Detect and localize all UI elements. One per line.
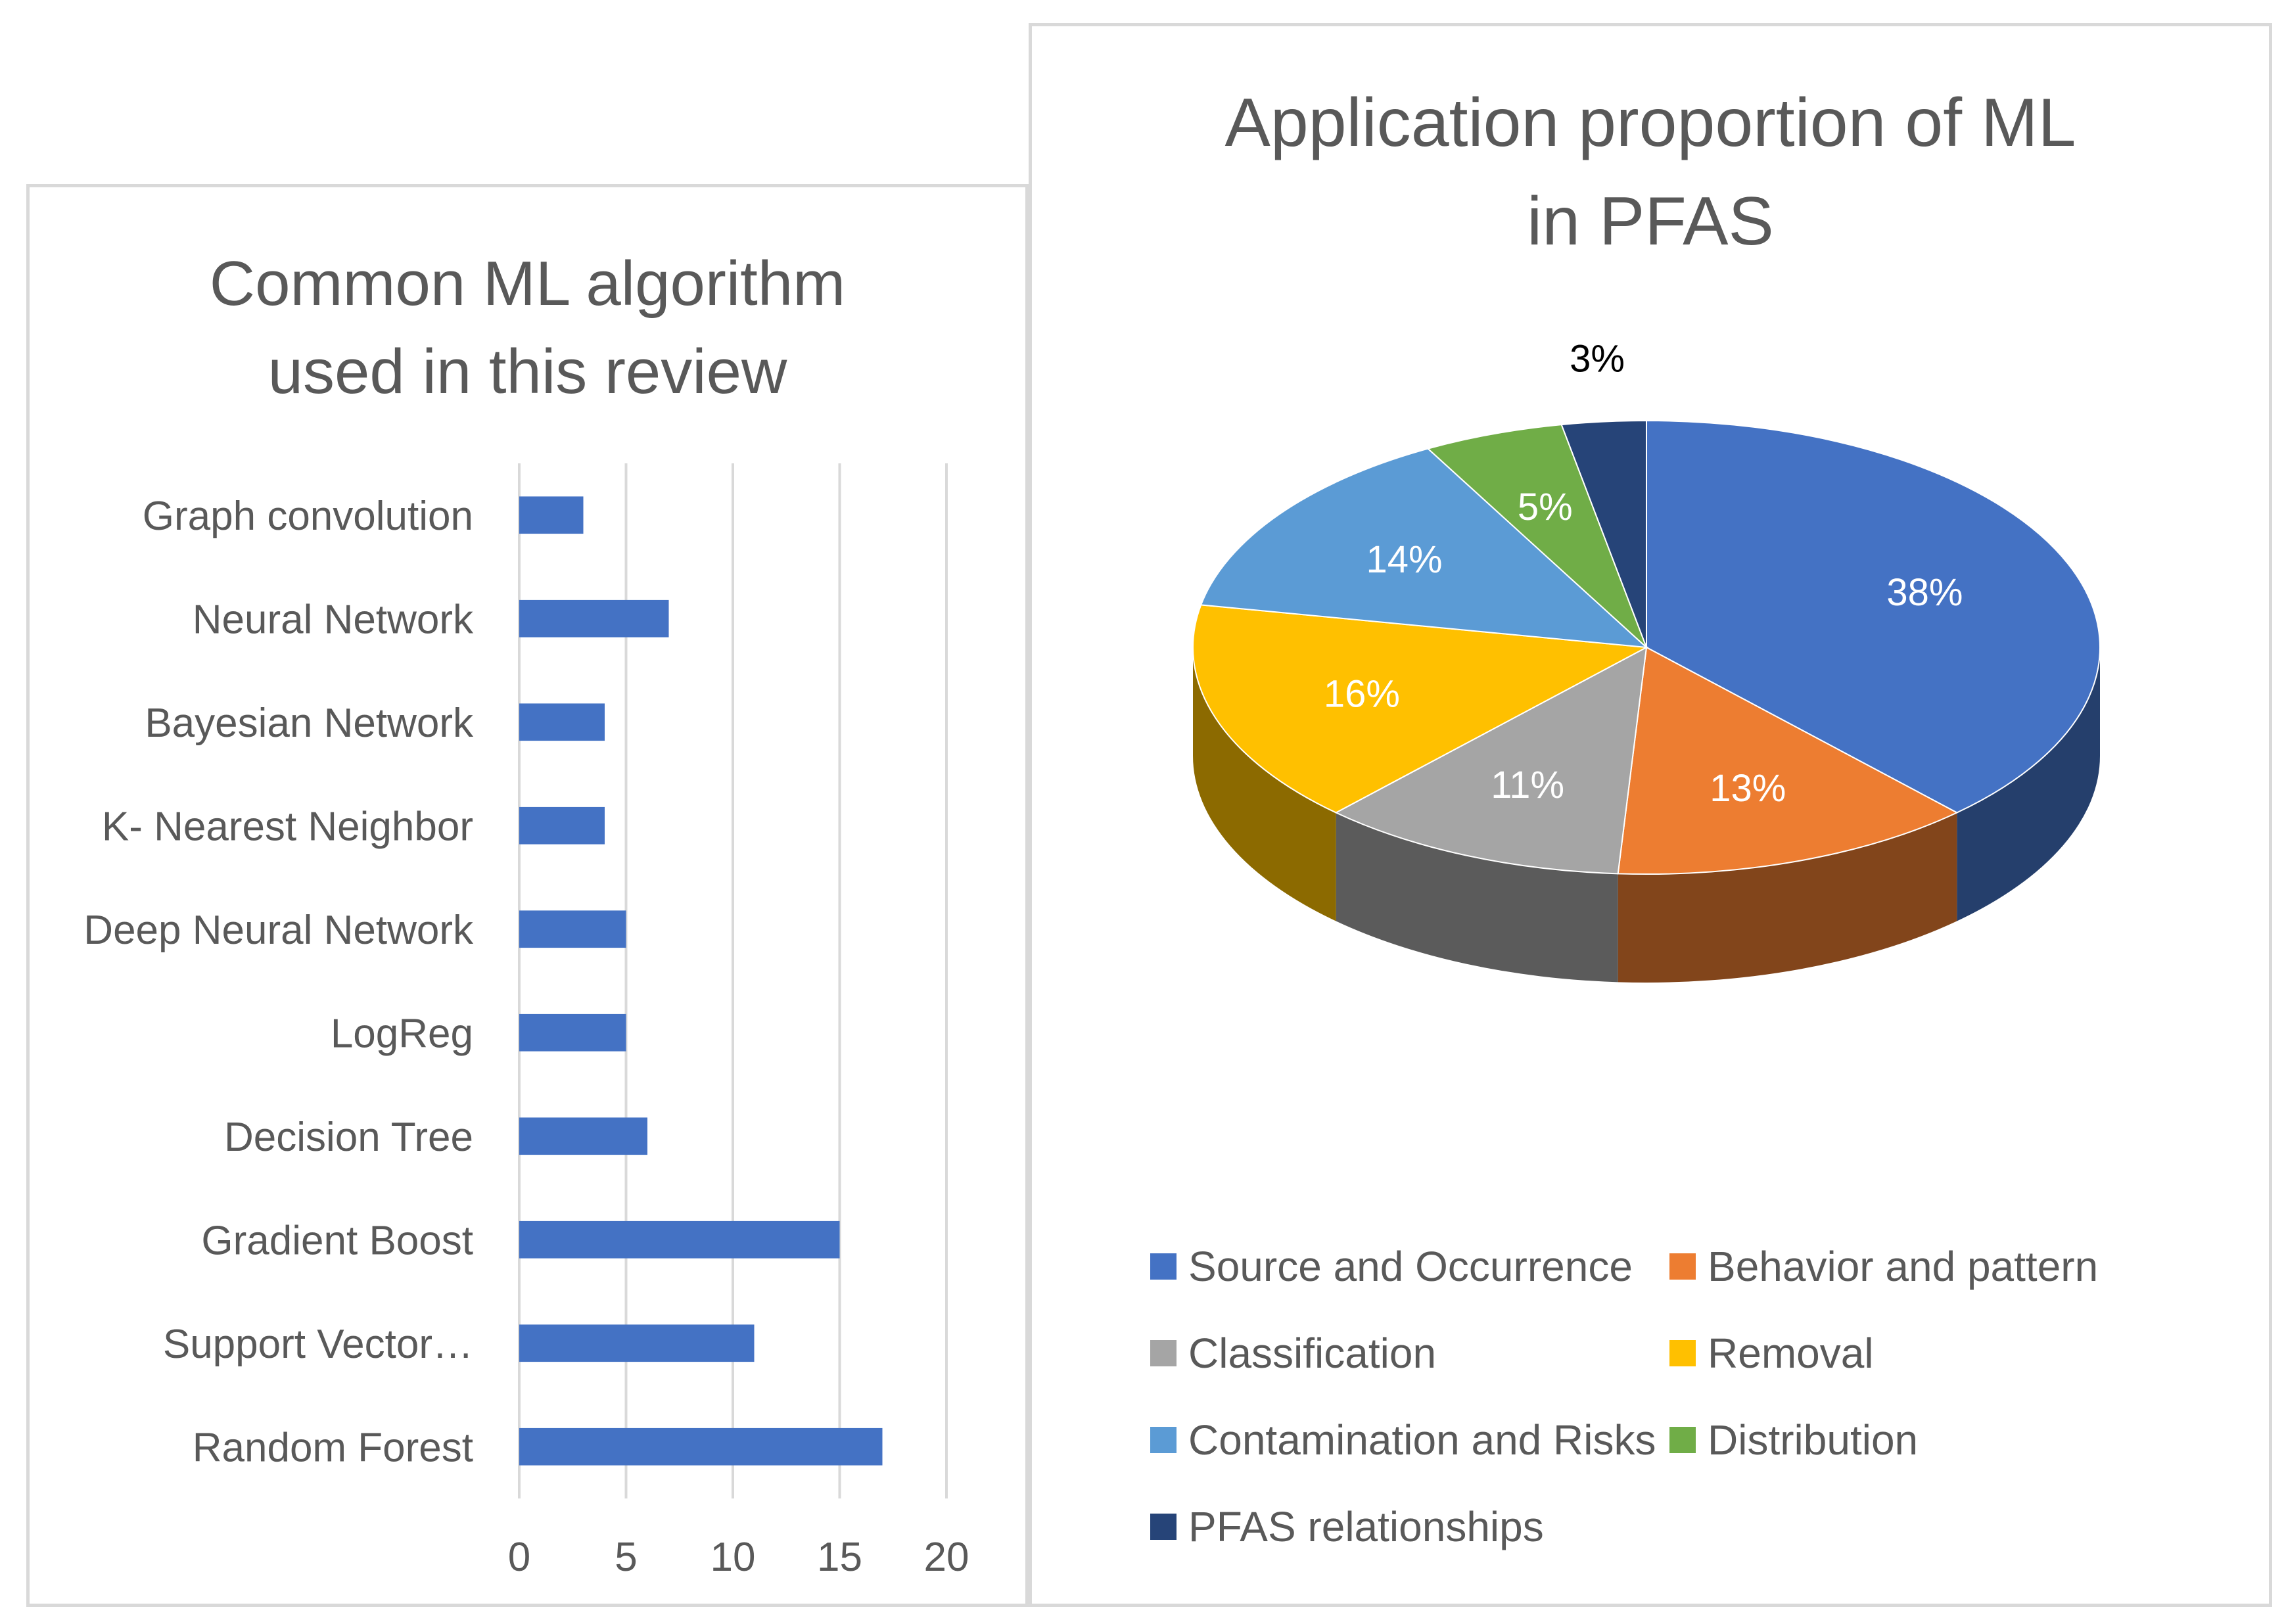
category-label: Graph convolution bbox=[143, 494, 473, 539]
pie-slice-side bbox=[1618, 812, 1957, 983]
legend-swatch bbox=[1150, 1514, 1177, 1540]
pie-slice bbox=[1617, 646, 1959, 875]
pie-data-label: 3% bbox=[1570, 338, 1625, 381]
legend-item: Source and Occurrence bbox=[1150, 1242, 1633, 1291]
legend-swatch bbox=[1669, 1253, 1696, 1280]
x-tick-label: 10 bbox=[711, 1535, 756, 1580]
legend-swatch bbox=[1669, 1340, 1696, 1366]
category-label: Random Forest bbox=[193, 1425, 473, 1470]
bar bbox=[519, 599, 669, 638]
pie-labels: 38% 13% 11% 16% 14% 5% 3% bbox=[1324, 338, 1963, 810]
legend-label: Removal bbox=[1708, 1330, 1874, 1377]
pie-data-label: 11% bbox=[1491, 764, 1564, 806]
pie-slice bbox=[1426, 424, 1647, 648]
legend-label: Contamination and Risks bbox=[1188, 1416, 1656, 1464]
bar-chart-title: Common ML algorithm used in this review bbox=[209, 248, 846, 407]
bar bbox=[519, 703, 605, 741]
pie-data-label: 5% bbox=[1518, 486, 1573, 528]
bar bbox=[519, 1324, 755, 1362]
pie-chart-panel: Application proportion of ML in PFAS 38%… bbox=[1029, 23, 2272, 1607]
pie-side-walls bbox=[1193, 647, 2100, 983]
bar bbox=[519, 1013, 626, 1052]
category-label: Decision Tree bbox=[224, 1115, 473, 1160]
legend-swatch bbox=[1150, 1253, 1177, 1280]
category-label: LogReg bbox=[331, 1011, 473, 1056]
pie-slice bbox=[1200, 448, 1648, 649]
bar bbox=[519, 1117, 647, 1155]
legend-item: Distribution bbox=[1669, 1416, 1918, 1464]
pie-chart-plot: 38% 13% 11% 16% 14% 5% 3% bbox=[1192, 338, 2101, 983]
category-label: K- Nearest Neighbor bbox=[102, 804, 473, 849]
bar bbox=[519, 496, 584, 534]
category-label: Support Vector… bbox=[163, 1322, 473, 1367]
legend-label: PFAS relationships bbox=[1188, 1503, 1544, 1550]
x-tick-label: 5 bbox=[615, 1535, 637, 1580]
category-label: Bayesian Network bbox=[145, 701, 474, 746]
pie-data-label: 16% bbox=[1324, 672, 1400, 715]
x-tick-label: 15 bbox=[817, 1535, 862, 1580]
legend-item: Classification bbox=[1150, 1329, 1436, 1378]
legend-label: Source and Occurrence bbox=[1188, 1243, 1633, 1290]
bar-chart-plot: 0 5 10 15 20 Graph convolution Neural Network B… bbox=[83, 463, 969, 1580]
category-label: Gradient Boost bbox=[201, 1218, 473, 1263]
pie-slice-side bbox=[1336, 812, 1618, 983]
pie-slice-side bbox=[1193, 647, 1336, 921]
x-tick-label: 20 bbox=[924, 1535, 969, 1580]
legend-item: Behavior and pattern bbox=[1669, 1242, 2098, 1291]
pie-data-label: 13% bbox=[1710, 767, 1786, 810]
bar bbox=[519, 1427, 883, 1466]
legend-swatch bbox=[1150, 1340, 1177, 1366]
legend-item: PFAS relationships bbox=[1150, 1502, 1544, 1551]
legend-label: Behavior and pattern bbox=[1708, 1243, 2099, 1290]
category-label: Deep Neural Network bbox=[83, 908, 474, 953]
pie-data-label: 38% bbox=[1886, 571, 1963, 614]
pie-chart-title: Application proportion of ML in PFAS bbox=[1224, 85, 2076, 260]
pie-slice-side bbox=[1957, 647, 2100, 921]
legend-swatch bbox=[1150, 1427, 1177, 1453]
pie-slice bbox=[1646, 419, 2101, 814]
pie-slice bbox=[1560, 419, 1647, 648]
legend-label: Distribution bbox=[1708, 1416, 1919, 1464]
bar-chart-panel: Common ML algorithm used in this review … bbox=[26, 184, 1029, 1607]
pie-data-label: 14% bbox=[1366, 538, 1443, 581]
legend-item: Removal bbox=[1669, 1329, 1874, 1378]
bar bbox=[519, 806, 605, 845]
bar bbox=[519, 910, 626, 948]
legend-swatch bbox=[1669, 1427, 1696, 1453]
pie-slice bbox=[1192, 604, 1649, 814]
legend-label: Classification bbox=[1188, 1330, 1437, 1377]
pie-slices bbox=[1192, 419, 2101, 875]
x-tick-label: 0 bbox=[508, 1535, 530, 1580]
legend-item: Contamination and Risks bbox=[1150, 1416, 1656, 1464]
bar bbox=[519, 1220, 840, 1259]
pie-slice bbox=[1334, 646, 1648, 875]
category-label: Neural Network bbox=[193, 597, 474, 642]
